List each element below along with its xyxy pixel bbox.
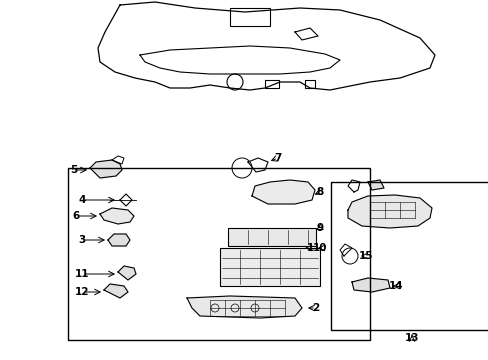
Bar	[264, 80, 279, 88]
Text: 3: 3	[78, 235, 85, 245]
Text: 12: 12	[75, 287, 89, 297]
Bar	[330, 182, 488, 330]
Text: 8: 8	[316, 187, 323, 197]
Text: 10: 10	[312, 243, 326, 253]
Text: 1: 1	[306, 243, 313, 253]
Polygon shape	[251, 180, 314, 204]
Bar	[227, 228, 315, 246]
Text: 11: 11	[75, 269, 89, 279]
Polygon shape	[118, 266, 136, 280]
Text: 7: 7	[274, 153, 281, 163]
Text: 14: 14	[388, 281, 403, 291]
Text: 2: 2	[312, 303, 319, 313]
Polygon shape	[108, 234, 130, 246]
Text: 13: 13	[404, 333, 418, 343]
Polygon shape	[351, 278, 389, 292]
Polygon shape	[347, 195, 431, 228]
Text: 5: 5	[70, 165, 78, 175]
Text: 9: 9	[316, 223, 323, 233]
Polygon shape	[104, 284, 128, 298]
Text: 4: 4	[78, 195, 85, 205]
Bar	[305, 80, 314, 88]
Bar	[229, 8, 269, 26]
Polygon shape	[100, 208, 134, 224]
Polygon shape	[367, 180, 383, 190]
Polygon shape	[90, 160, 122, 178]
Bar	[220, 248, 319, 286]
Polygon shape	[186, 296, 302, 318]
Text: 6: 6	[72, 211, 80, 221]
Bar	[68, 168, 369, 340]
Text: 15: 15	[358, 251, 372, 261]
